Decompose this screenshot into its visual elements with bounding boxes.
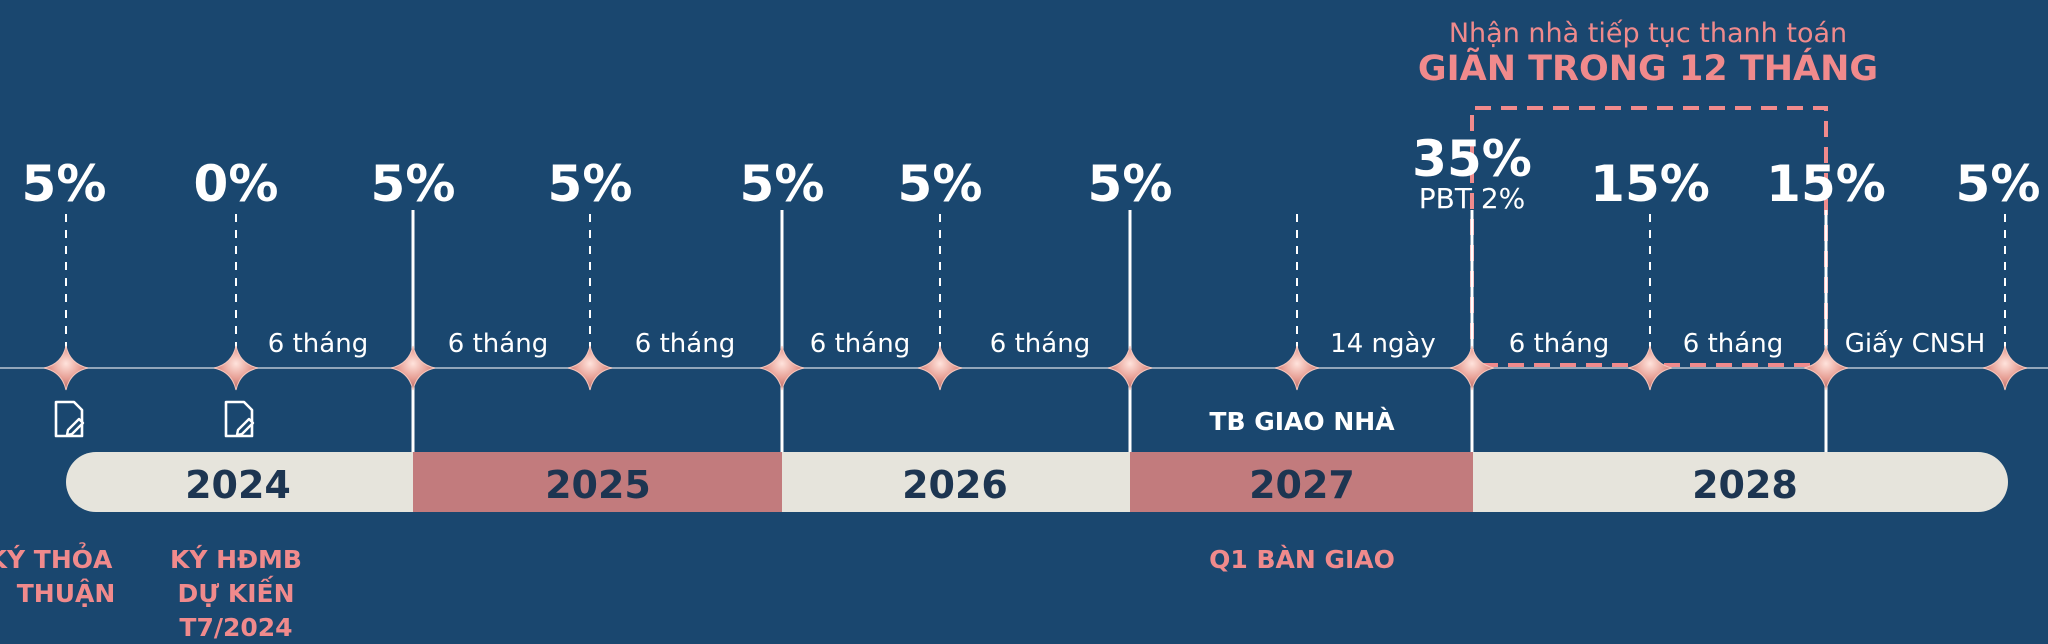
year-label-2027: 2027 bbox=[1249, 463, 1355, 507]
diamond-marker-icon bbox=[43, 345, 89, 391]
label-sign-contract-line2: DỰ KIẾN bbox=[177, 575, 294, 608]
milestone-percent: 5% bbox=[740, 155, 825, 213]
milestone-percents: 5% 0% 5% 5% 5% 5% 5% 35% 15% 15% 5% bbox=[22, 130, 2041, 213]
milestone-percent: 5% bbox=[22, 155, 107, 213]
diamond-marker-icon bbox=[1803, 345, 1849, 391]
year-label-2025: 2025 bbox=[545, 463, 651, 507]
milestone-percent: 5% bbox=[1956, 155, 2041, 213]
interval-label: 6 tháng bbox=[1509, 329, 1609, 359]
twelve-month-bracket bbox=[1470, 106, 1828, 367]
year-label-2024: 2024 bbox=[185, 463, 291, 507]
interval-label: 6 tháng bbox=[635, 329, 735, 359]
interval-label: 6 tháng bbox=[448, 329, 548, 359]
year-label-2028: 2028 bbox=[1692, 463, 1798, 507]
diamond-marker-icon bbox=[917, 345, 963, 391]
label-sign-contract-line3: T7/2024 bbox=[179, 613, 292, 642]
interval-label: 6 tháng bbox=[1683, 329, 1783, 359]
label-sign-agreement-line1: KÝ THỎA bbox=[0, 541, 113, 574]
milestone-percent: 15% bbox=[1590, 155, 1710, 213]
diamond-marker-icon bbox=[1107, 345, 1153, 391]
milestone-percent: 5% bbox=[898, 155, 983, 213]
interval-label: Giấy CNSH bbox=[1845, 329, 1986, 359]
interval-label: 6 tháng bbox=[990, 329, 1090, 359]
header-note: Nhận nhà tiếp tục thanh toán bbox=[1449, 18, 1847, 49]
milestone-percent: 35% bbox=[1412, 130, 1532, 188]
milestone-markers bbox=[43, 345, 2028, 391]
milestone-percent: 15% bbox=[1766, 155, 1886, 213]
diamond-marker-icon bbox=[1274, 345, 1320, 391]
handover-notice-label: TB GIAO NHÀ bbox=[1209, 407, 1395, 436]
label-sign-agreement-line2: THUẬN bbox=[17, 578, 116, 608]
interval-label: 14 ngày bbox=[1330, 329, 1436, 359]
diamond-marker-icon bbox=[1449, 345, 1495, 391]
diamond-marker-icon bbox=[390, 345, 436, 391]
interval-label: 6 tháng bbox=[810, 329, 910, 359]
diamond-marker-icon bbox=[213, 345, 259, 391]
diamond-marker-icon bbox=[1982, 345, 2028, 391]
document-edit-icon bbox=[54, 400, 85, 438]
label-handover: Q1 BÀN GIAO bbox=[1209, 545, 1395, 574]
diamond-marker-icon bbox=[1627, 345, 1673, 391]
milestone-sub-label: PBT 2% bbox=[1419, 182, 1526, 215]
document-edit-icon bbox=[224, 400, 255, 438]
diamond-marker-icon bbox=[759, 345, 805, 391]
milestone-connectors bbox=[65, 210, 2006, 452]
milestone-percent: 5% bbox=[1088, 155, 1173, 213]
year-bar: 2024 2025 2026 2027 2028 bbox=[66, 452, 2008, 512]
diamond-marker-icon bbox=[567, 345, 613, 391]
year-segment-2027-fill bbox=[1130, 452, 1473, 512]
interval-label: 6 tháng bbox=[268, 329, 368, 359]
milestone-percent: 0% bbox=[194, 155, 279, 213]
year-segment-2025-fill bbox=[413, 452, 782, 512]
year-label-2026: 2026 bbox=[902, 463, 1008, 507]
milestone-percent: 5% bbox=[548, 155, 633, 213]
interval-labels: 6 tháng 6 tháng 6 tháng 6 tháng 6 tháng 14 ng… bbox=[268, 329, 1986, 359]
label-sign-contract-line1: KÝ HĐMB bbox=[170, 544, 302, 574]
header-highlight: GIÃN TRONG 12 THÁNG bbox=[1418, 47, 1878, 89]
milestone-percent: 5% bbox=[371, 155, 456, 213]
